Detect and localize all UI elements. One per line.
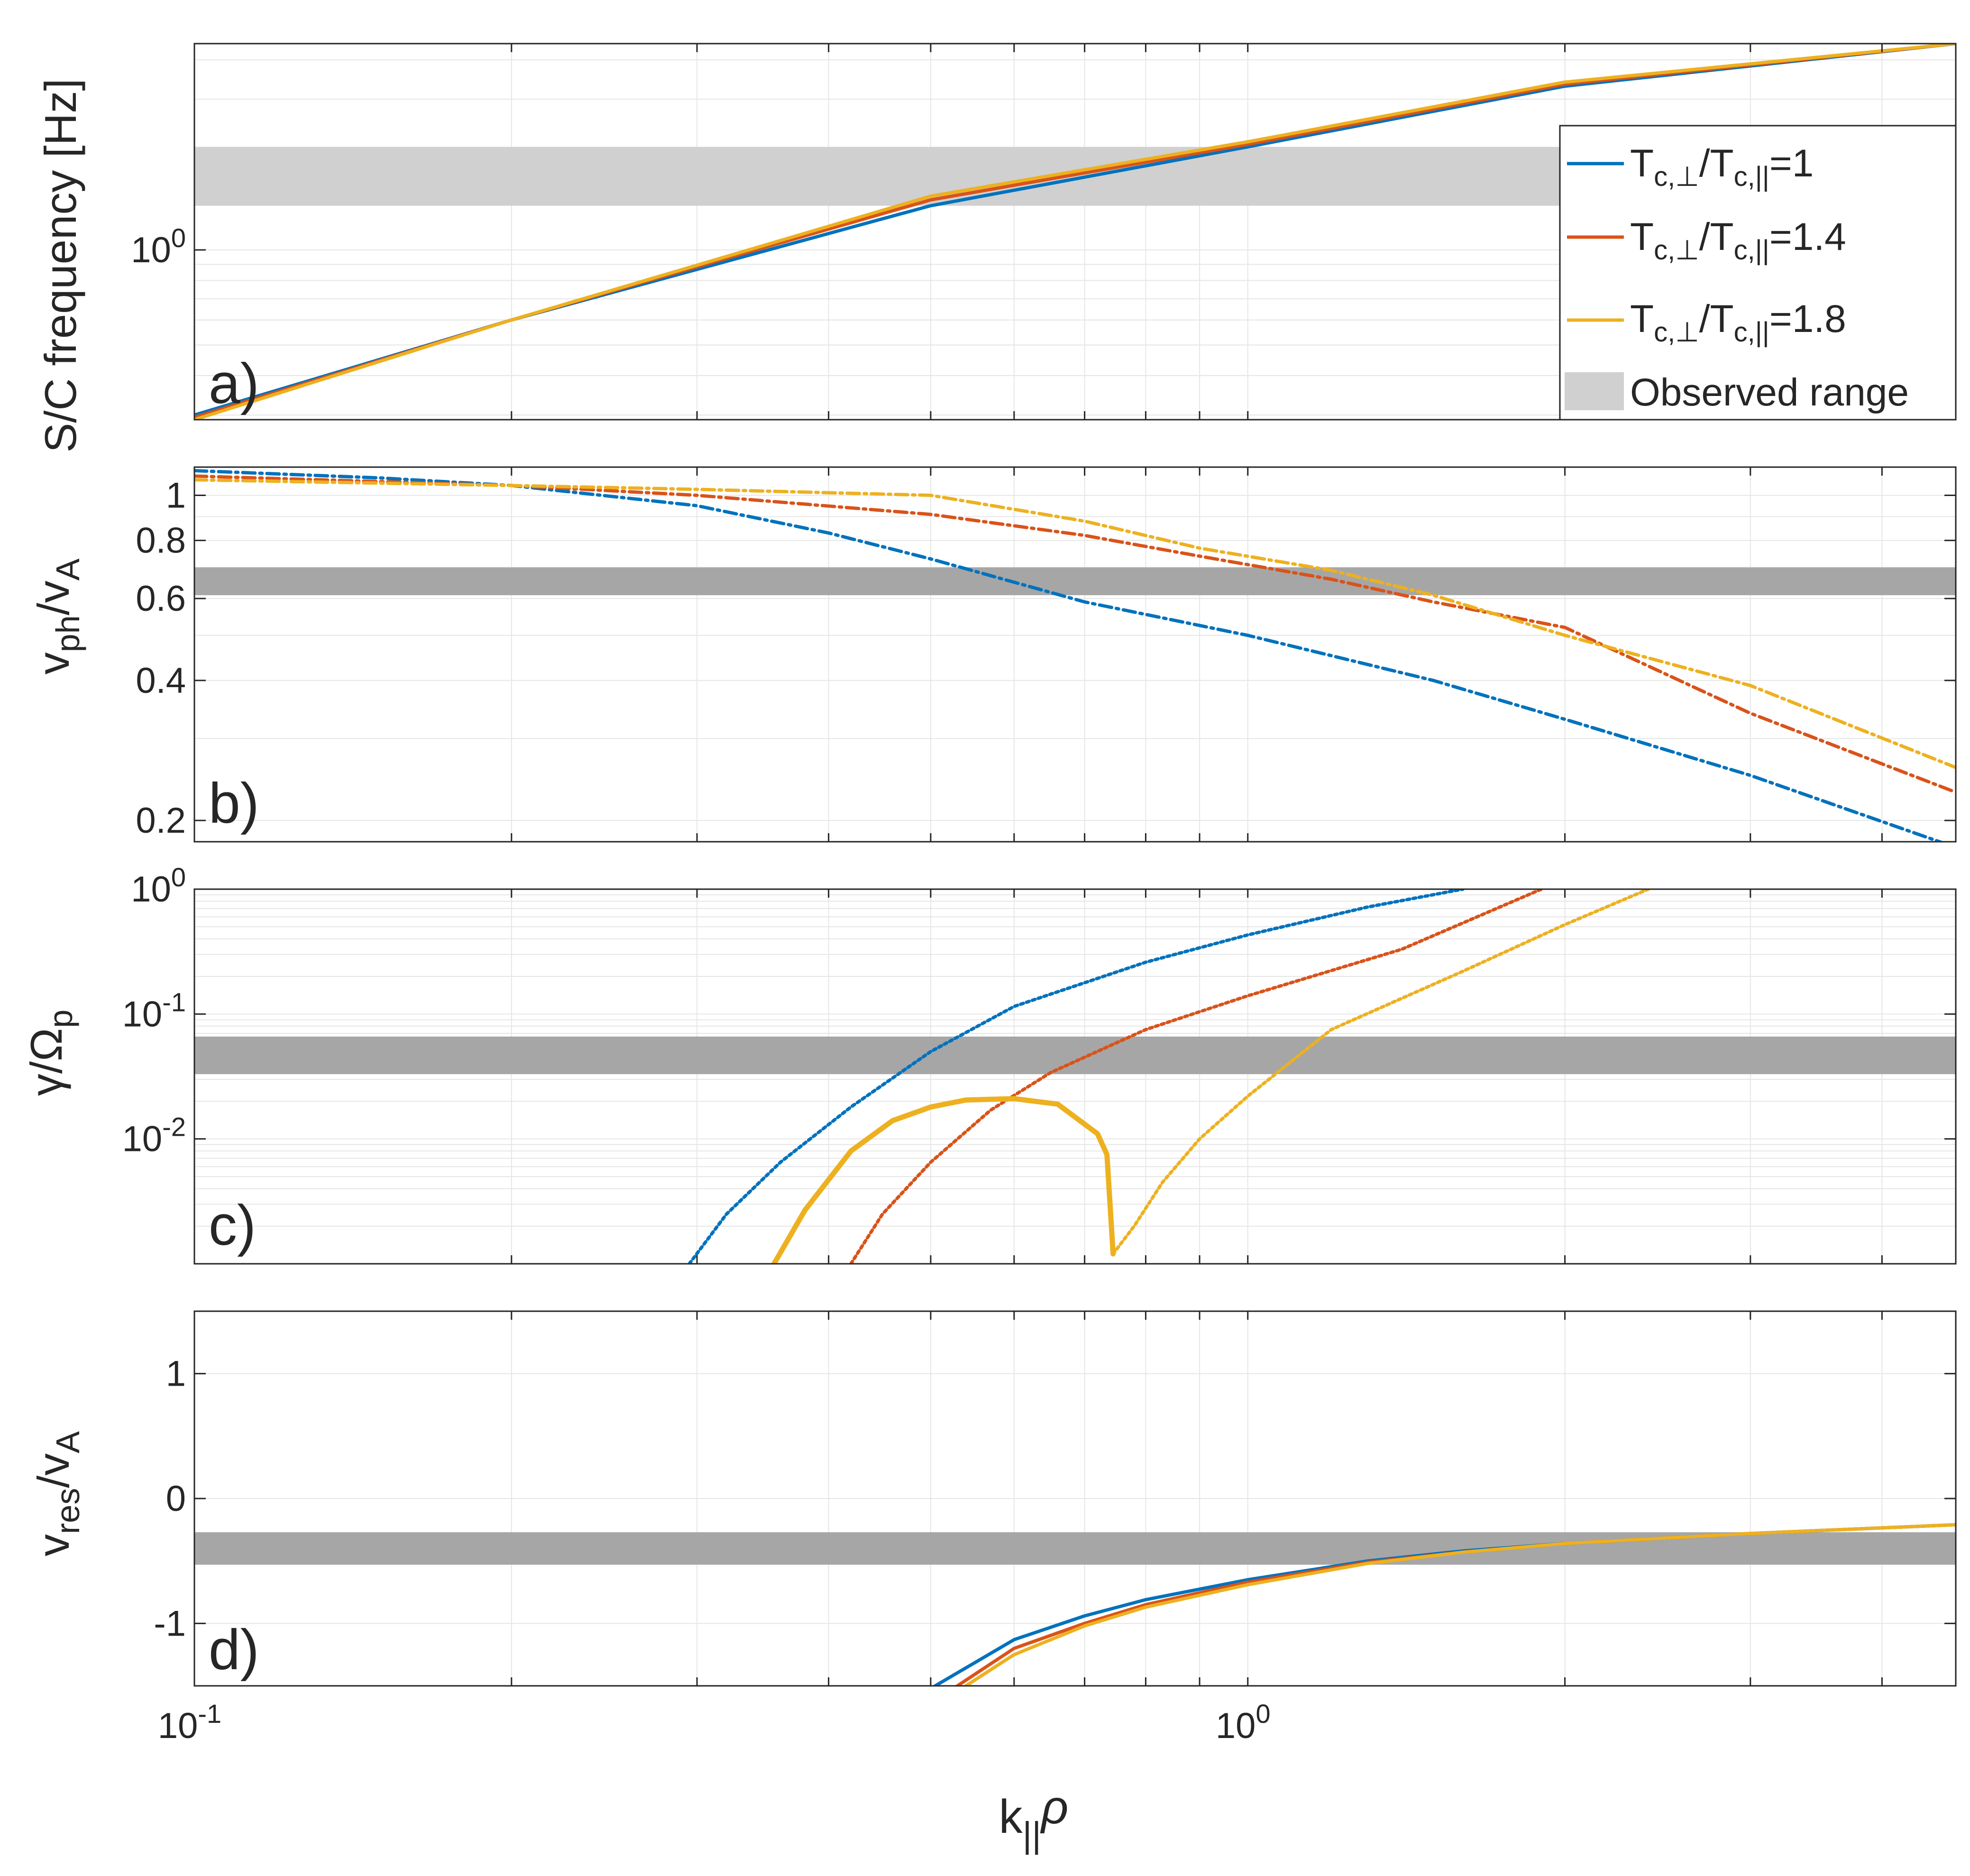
ylabel-d: vres/vA — [28, 1431, 86, 1556]
y-tick-label-b-0: 0.2 — [136, 800, 186, 841]
series-c-0 — [687, 889, 1465, 1264]
ylabel-a: S/C frequency [Hz] — [36, 79, 85, 453]
series-b-2 — [194, 478, 1956, 769]
series-d-2 — [964, 1523, 1956, 1686]
y-tick-label-b-4: 1 — [166, 476, 186, 516]
legend-entry-2: Tc,⊥/Tc,||=1.4 — [1630, 215, 1846, 266]
series-b-0 — [194, 469, 1945, 842]
y-tick-label-d-0: -1 — [154, 1603, 186, 1644]
legend: Tc,⊥/Tc,||=1 Tc,⊥/Tc,||=1.4 Tc,⊥/Tc,||=1… — [1559, 125, 1957, 421]
y-tick-label-c-2: 100 — [131, 862, 186, 910]
y-tick-label-b-2: 0.6 — [136, 579, 186, 619]
series-c-1 — [849, 889, 1543, 1264]
y-tick-label-c-0: 10-2 — [122, 1112, 186, 1159]
series-b-1 — [194, 474, 1956, 794]
series-c-2 — [1111, 889, 1650, 1256]
panel-label-a: a) — [209, 352, 259, 415]
legend-box — [1559, 125, 1957, 421]
y-tick-label-b-3: 0.8 — [136, 521, 186, 561]
y-tick-label-a-0: 100 — [131, 223, 186, 270]
y-tick-label-d-1: 0 — [166, 1479, 186, 1519]
panel-label-c: c) — [209, 1194, 256, 1257]
ylabel-b: vph/vA — [28, 558, 86, 674]
legend-band-swatch — [1565, 372, 1624, 410]
legend-entry-3: Tc,⊥/Tc,||=1.8 — [1630, 297, 1846, 348]
series-a-2 — [194, 44, 1956, 420]
panel-c: 10-2 10-1 100 — [122, 862, 1957, 1265]
axes-frame-c — [193, 888, 1957, 1265]
xlabel: k||ρ — [999, 1781, 1069, 1855]
panel-b: 0.2 0.4 0.6 0.8 1 — [136, 466, 1957, 843]
panel-label-b: b) — [209, 772, 259, 835]
axes-frame-b — [193, 466, 1957, 843]
legend-entry-band: Observed range — [1630, 371, 1909, 414]
legend-entry-1: Tc,⊥/Tc,||=1 — [1630, 142, 1814, 192]
observed-band-b — [194, 567, 1956, 596]
ylabel-c: γ/Ωp — [21, 1010, 79, 1096]
panel-d: -1 0 1 — [154, 1310, 1957, 1687]
panel-label-d: d) — [209, 1618, 259, 1682]
x-tick-label-0: 10-1 — [158, 1699, 221, 1746]
y-tick-label-b-1: 0.4 — [136, 661, 186, 701]
y-tick-label-c-1: 10-1 — [122, 987, 186, 1034]
y-tick-label-d-2: 1 — [166, 1354, 186, 1394]
x-tick-label-1: 100 — [1216, 1699, 1271, 1746]
observed-band-c — [194, 1036, 1956, 1075]
series-c-3 — [771, 1096, 1116, 1264]
